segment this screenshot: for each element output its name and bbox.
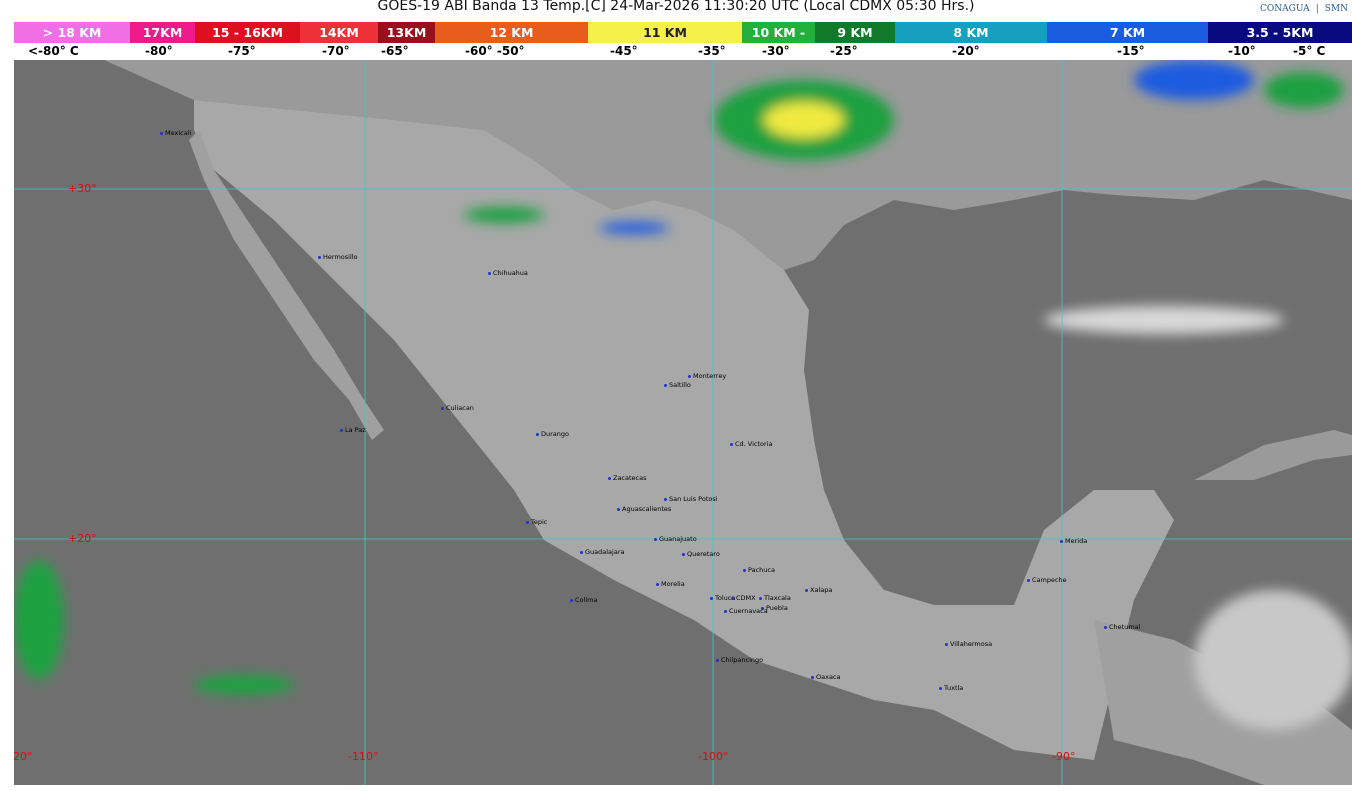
temp-label: -80° (145, 44, 173, 58)
city-label: Mexicali (160, 129, 191, 137)
city-label: Culiacan (441, 404, 474, 412)
lon-label: -100° (698, 750, 729, 763)
city-label: Puebla (761, 604, 788, 612)
city-label: Aguascalientes (617, 505, 671, 513)
city-label: Hermosillo (318, 253, 358, 261)
city-label: Toluca (710, 594, 735, 602)
city-label: Pachuca (743, 566, 775, 574)
temp-label: -25° (830, 44, 858, 58)
temp-label: -70° (322, 44, 350, 58)
land-usa (104, 60, 1352, 270)
lat-label: +30° (68, 182, 97, 195)
conagua-logo: CONAGUA (1260, 4, 1310, 14)
city-label: Campeche (1027, 576, 1067, 584)
city-label: Colima (570, 596, 597, 604)
legend-segment: 7 KM (1047, 22, 1208, 43)
city-label: La Paz (340, 426, 366, 434)
temp-label: -65° (381, 44, 409, 58)
temp-label: -20° (952, 44, 980, 58)
city-label: San Luis Potosi (664, 495, 718, 503)
city-label: Monterrey (688, 372, 726, 380)
image-title: GOES-19 ABI Banda 13 Temp.[C] 24-Mar-202… (377, 0, 975, 14)
cuba (1194, 430, 1352, 480)
logos: CONAGUA | SMN (1260, 4, 1348, 14)
smn-logo: SMN (1324, 4, 1348, 14)
clouds (14, 60, 1352, 730)
graticule (14, 60, 1352, 785)
temp-label: <-80° C (28, 44, 79, 58)
map-layer (14, 60, 1352, 785)
temp-label: -45° (610, 44, 638, 58)
legend-segment: 13KM (378, 22, 435, 43)
legend-segment: 12 KM (435, 22, 588, 43)
city-label: CDMX (731, 594, 756, 602)
city-label: Zacatecas (608, 474, 646, 482)
city-label: Guanajuato (654, 535, 697, 543)
legend-segment: 17KM (130, 22, 195, 43)
temperature-scale: <-80° C -80° -75° -70° -65° -60° -50° -45° -35°… (0, 44, 1352, 59)
lon-label: -120° (14, 750, 33, 763)
temp-label: -10° (1228, 44, 1256, 58)
legend-segment: 10 KM - (742, 22, 815, 43)
temp-label: -15° (1117, 44, 1145, 58)
city-label: Villahermosa (945, 640, 992, 648)
lon-label: -110° (348, 750, 379, 763)
city-label: Guadalajara (580, 548, 624, 556)
legend-segment: 11 KM (588, 22, 742, 43)
city-label: Queretaro (682, 550, 720, 558)
city-label: Merida (1060, 537, 1087, 545)
legend-segment: 8 KM (895, 22, 1047, 43)
lon-label: -90° (1052, 750, 1076, 763)
temp-label: -60° -50° (465, 44, 525, 58)
city-label: Tlaxcala (759, 594, 791, 602)
lat-label: +20° (68, 532, 97, 545)
city-label: Xalapa (805, 586, 832, 594)
baja-california (189, 130, 384, 440)
temp-label: -30° (762, 44, 790, 58)
city-label: Cuernavaca (724, 607, 768, 615)
satellite-map: +30° +20° -120° -110° -100° -90° Mexical… (14, 60, 1352, 785)
land-mexico (194, 100, 1174, 760)
city-label: Morelia (656, 580, 685, 588)
city-label: Oaxaca (811, 673, 841, 681)
legend-segment: 3.5 - 5KM (1208, 22, 1352, 43)
color-legend: > 18 KM 17KM 15 - 16KM 14KM 13KM 12 KM 11 KM 10… (14, 22, 1352, 43)
legend-segment: 14KM (300, 22, 378, 43)
city-label: Chilpancingo (716, 656, 763, 664)
city-label: Tepic (526, 518, 547, 526)
legend-segment: 9 KM (815, 22, 895, 43)
temp-label: -75° (228, 44, 256, 58)
temp-label: -35° (698, 44, 726, 58)
legend-segment: 15 - 16KM (195, 22, 300, 43)
legend-segment: > 18 KM (14, 22, 130, 43)
city-label: Tuxtla (939, 684, 963, 692)
city-label: Durango (536, 430, 569, 438)
city-label: Cd. Victoria (730, 440, 772, 448)
city-label: Saltillo (664, 381, 691, 389)
temp-label: -5° C (1293, 44, 1326, 58)
city-label: Chetumal (1104, 623, 1140, 631)
city-label: Chihuahua (488, 269, 528, 277)
